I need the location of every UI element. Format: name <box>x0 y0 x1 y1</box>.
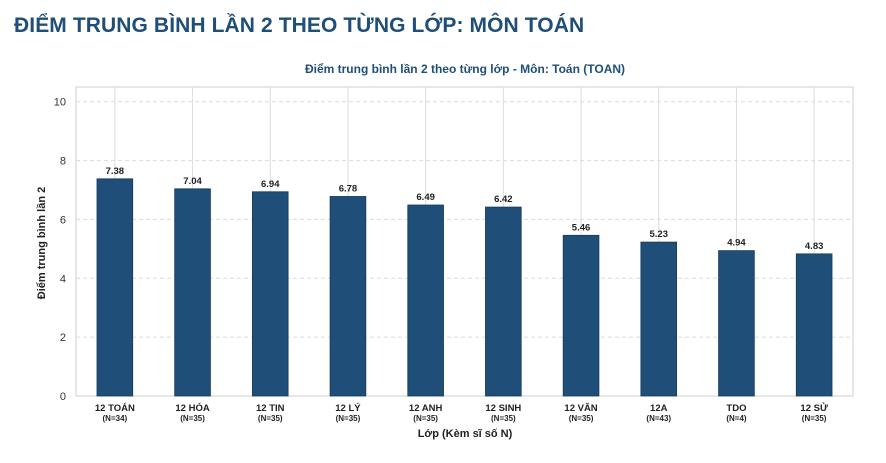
x-tick-label: 12 SỬ <box>800 402 828 414</box>
x-tick-label: 12 HÓA <box>175 402 209 414</box>
x-tick-label: 12 TOÁN <box>95 403 135 414</box>
bar <box>562 234 600 397</box>
bar-value-label: 6.42 <box>494 194 513 205</box>
x-tick-count-label: (N=35) <box>802 414 827 423</box>
bar-value-label: 6.78 <box>339 183 358 194</box>
y-tick-label: 0 <box>60 391 66 403</box>
x-tick-label: 12 ANH <box>409 403 443 414</box>
bar <box>174 188 211 397</box>
x-tick-label: 12 TIN <box>256 403 285 414</box>
bar <box>96 178 134 397</box>
x-tick-label: 12 SINH <box>485 403 521 414</box>
bar <box>251 191 289 397</box>
bar-value-label: 6.49 <box>416 192 435 203</box>
x-axis-label: Lớp (Kèm sĩ số N) <box>418 428 513 440</box>
bar <box>640 241 678 397</box>
bar <box>718 250 755 397</box>
x-tick-count-label: (N=43) <box>646 414 671 423</box>
bar-value-label: 6.94 <box>261 179 280 190</box>
x-tick-count-label: (N=35) <box>258 414 283 423</box>
bar-value-label: 7.04 <box>183 176 202 187</box>
y-tick-label: 10 <box>54 97 66 109</box>
bar-value-label: 4.83 <box>805 241 824 252</box>
bar <box>795 253 833 397</box>
y-tick-label: 6 <box>60 214 66 226</box>
x-tick-label: 12 VĂN <box>564 403 597 414</box>
bar-value-label: 7.38 <box>106 166 125 177</box>
bar <box>485 206 522 397</box>
y-tick-label: 2 <box>60 332 66 344</box>
x-tick-count-label: (N=35) <box>413 414 438 423</box>
page-title: ĐIỂM TRUNG BÌNH LẦN 2 THEO TỪNG LỚP: MÔN… <box>14 14 585 37</box>
x-tick-label: TDO <box>726 403 746 414</box>
chart-title: Điểm trung bình lần 2 theo từng lớp - Mô… <box>305 62 625 76</box>
bar <box>329 196 367 397</box>
bar-value-label: 5.23 <box>650 229 669 240</box>
x-tick-count-label: (N=35) <box>491 414 516 423</box>
x-tick-count-label: (N=34) <box>103 414 128 423</box>
y-axis-label: Điểm trung bình lần 2 <box>36 187 48 299</box>
y-tick-label: 4 <box>60 273 66 285</box>
bar-value-label: 5.46 <box>572 222 591 233</box>
x-tick-count-label: (N=35) <box>180 414 205 423</box>
x-tick-label: 12A <box>650 403 668 414</box>
bar-layer <box>96 178 833 397</box>
x-tick-count-label: (N=35) <box>569 414 594 423</box>
bar-value-label: 4.94 <box>727 238 746 249</box>
plot-frame <box>75 86 854 397</box>
bar <box>407 204 444 397</box>
x-tick-count-label: (N=35) <box>336 414 361 423</box>
x-tick-label: 12 LÝ <box>335 402 361 414</box>
y-tick-label: 8 <box>60 156 66 168</box>
x-tick-count-label: (N=4) <box>726 414 747 423</box>
